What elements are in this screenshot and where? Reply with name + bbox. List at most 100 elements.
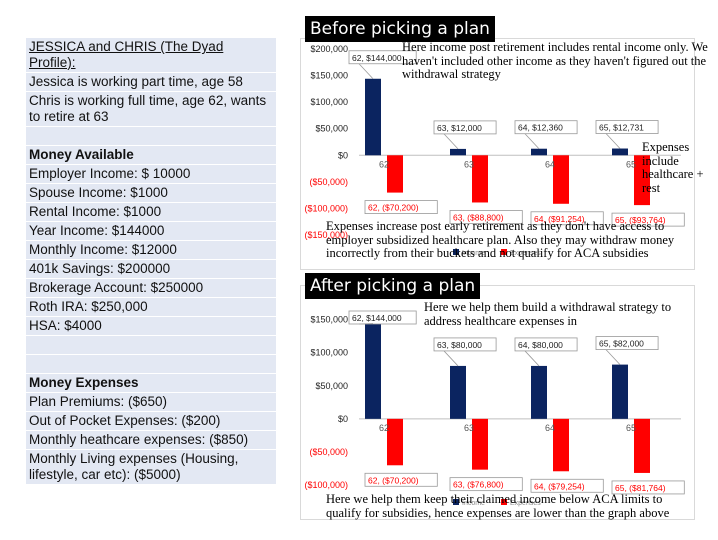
expense-label-box [364,472,438,487]
category-label: 65 [626,423,636,433]
income-label-box [514,337,578,352]
income-bar [531,148,547,156]
income-bar [450,148,466,156]
available-item: 401k Savings: $200000 [26,260,276,279]
category-label: 64 [545,159,555,169]
income-label-box [348,310,417,325]
income-label-box [595,120,659,134]
income-label-leader [524,133,540,149]
before-note-right: Expenses include healthcare + rest [642,140,704,195]
before-chart-box: $200,000 $150,000 $100,000 $50,000 $0 ($50,00… [300,38,695,270]
expense-label-box [611,212,685,227]
expense-item: Monthly Living expenses (Housing, lifest… [26,450,276,485]
income-label-box [433,120,497,135]
category-label: 64 [545,423,555,433]
y-tick-label: $150,000 [310,71,348,81]
available-item: Spouse Income: $1000 [26,184,276,203]
legend-expense-label: Expenses [510,500,541,507]
y-tick-label: $100,000 [310,348,348,358]
expense-item: Out of Pocket Expenses: ($200) [26,412,276,431]
expense-bar [472,155,488,203]
profile-heading: JESSICA and CHRIS (The Dyad Profile): [26,38,276,73]
income-label-box [433,337,497,352]
y-tick-label: $200,000 [310,44,348,54]
legend-income-label: Income [462,500,485,507]
profile-line: Chris is working full time, age 62, want… [26,92,276,127]
income-label-box [348,50,417,65]
category-label: 65 [626,159,636,169]
legend-expense-swatch [501,499,507,505]
spacer-row [26,127,276,146]
income-label-leader [524,350,540,367]
legend-income-swatch [453,249,459,255]
income-bar [365,78,381,156]
after-title: After picking a plan [305,273,481,299]
expense-label-box [449,210,523,224]
available-item: HSA: $4000 [26,317,276,336]
expense-data-label: 63, ($76,800) [453,480,504,490]
income-label-leader [443,350,459,367]
expense-data-label: 64, ($79,254) [534,481,585,491]
expense-data-label: 64, ($91,254) [534,214,585,224]
category-label: 62 [379,159,389,169]
available-item: Employer Income: $ 10000 [26,165,276,184]
expense-bar [387,155,403,193]
category-label: 62 [379,423,389,433]
category-label: 63 [464,159,474,169]
expense-data-label: 63, ($88,800) [453,212,504,222]
income-data-label: 65, $82,000 [599,339,644,349]
before-chart: $200,000 $150,000 $100,000 $50,000 $0 ($50,00… [304,44,685,257]
expense-bar [634,155,650,206]
expense-label-box [530,478,604,493]
y-tick-label: ($150,000) [304,230,348,240]
after-note-top: Here we help them build a withdrawal str… [424,300,672,328]
income-label-box [595,336,659,350]
expense-bar [387,418,403,466]
income-bar [365,323,381,419]
spacer-row [26,336,276,355]
y-tick-label: $0 [338,150,348,160]
expense-bar [634,418,650,473]
available-item: Rental Income: $1000 [26,203,276,222]
expense-data-label: 62, ($70,200) [368,475,419,485]
before-note-top: Here income post retirement includes ren… [402,40,708,81]
expense-label-box [364,200,438,214]
spacer-row [26,355,276,374]
y-tick-label: $50,000 [315,381,348,391]
expense-data-label: 65, ($93,764) [615,215,666,225]
income-data-label: 65, $12,731 [599,123,644,133]
expense-data-label: 62, ($70,200) [368,203,419,213]
money-expenses-heading: Money Expenses [26,374,276,393]
expense-label-box [449,477,523,492]
income-label-leader [605,133,621,149]
income-data-label: 64, $12,360 [518,123,563,133]
income-label-leader [358,63,374,80]
income-bar [450,365,466,419]
expense-bar [472,418,488,470]
legend-income-swatch [453,499,459,505]
y-tick-label: ($100,000) [304,203,348,213]
y-tick-label: $50,000 [315,124,348,134]
available-item: Year Income: $144000 [26,222,276,241]
before-note-bottom: Expenses increase post early retirement … [326,219,675,260]
profile-panel: JESSICA and CHRIS (The Dyad Profile): Je… [26,38,276,485]
y-tick-label: ($50,000) [309,177,348,187]
before-title: Before picking a plan [305,16,495,42]
income-label-leader [443,133,459,150]
income-data-label: 62, $144,000 [352,313,402,323]
y-tick-label: ($50,000) [309,447,348,457]
income-label-leader [605,349,621,365]
y-tick-label: $100,000 [310,97,348,107]
profile-line: Jessica is working part time, age 58 [26,73,276,92]
expense-label-box [530,211,604,226]
legend-expense-swatch [501,249,507,255]
category-label: 63 [464,423,474,433]
expense-bar [553,418,569,472]
expense-label-box [611,480,685,495]
income-bar [612,148,628,156]
y-tick-label: $0 [338,414,348,424]
available-item: Roth IRA: $250,000 [26,298,276,317]
money-available-heading: Money Available [26,146,276,165]
after-note-bottom: Here we help them keep their claimed inc… [326,492,670,520]
legend-expense-label: Expenses [510,250,541,257]
